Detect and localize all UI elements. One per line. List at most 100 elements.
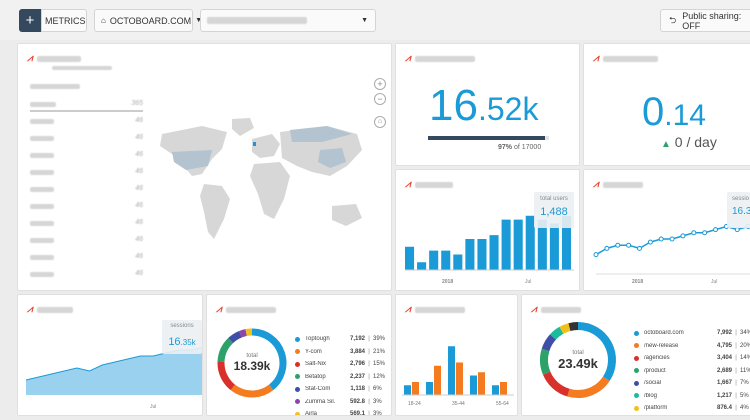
donut-total-label: total [246, 353, 258, 359]
account-select[interactable]: ⌂ OCTOBOARD.COM ▼ [94, 9, 202, 32]
map-uk-highlight [253, 142, 256, 146]
zoom-in-icon[interactable]: + [374, 78, 386, 90]
octoboard-logo-icon: ⩘ [216, 304, 222, 315]
point [604, 245, 610, 251]
bar [477, 239, 487, 270]
map-greenland [232, 118, 254, 136]
tooltip-value-small: .35k [180, 338, 196, 347]
zoom-out-icon[interactable]: − [374, 93, 386, 105]
legend-value: 569.1 [349, 411, 365, 416]
legend-item[interactable]: /new-release 4,795|20% [634, 340, 750, 353]
bar [500, 382, 507, 395]
bounce-value-big: 0 [642, 90, 665, 134]
legend-item[interactable]: Salt-Nix 2,796 | 15% [295, 358, 391, 371]
bar [429, 250, 439, 270]
legend-label: /product [644, 367, 666, 374]
legend-percent: 7% [740, 380, 749, 387]
legend-separator: | [368, 398, 370, 405]
world-map[interactable] [142, 114, 382, 264]
legend-separator: | [368, 336, 370, 343]
metrics-button[interactable]: METRICS [41, 9, 87, 32]
table-header-redacted [30, 84, 80, 89]
legend-value: 7,992 [716, 330, 732, 337]
card-subtitle-redacted [52, 66, 112, 70]
point [615, 242, 621, 248]
tooltip-value-big: 16 [168, 336, 181, 348]
point [691, 230, 697, 236]
legend-separator: | [735, 342, 737, 349]
sessions-area-chart[interactable] [18, 295, 203, 416]
country-name-redacted [30, 272, 54, 277]
legend-item[interactable]: /blog 1,217 | 5% [634, 390, 750, 403]
legend-value: 2,796 [349, 361, 365, 368]
legend-label: Y-com [305, 348, 322, 355]
bounce-delta: ▲ 0 / day [661, 134, 717, 150]
donut-slice [251, 328, 287, 391]
octoboard-logo-icon: ⩘ [405, 179, 411, 190]
legend-item[interactable]: Toptough 7,192 | 39% [295, 333, 391, 346]
legend-value: 2,689 [716, 367, 732, 374]
legend-item[interactable]: /product 2,689|11% [634, 365, 750, 378]
legend-item[interactable]: /about850.1|4% [634, 415, 750, 416]
tooltip-label: sessions [170, 323, 194, 329]
country-row: 46 [30, 151, 143, 163]
sessions-line-chart[interactable] [584, 170, 750, 291]
pages-donut-chart[interactable] [537, 319, 619, 401]
donut-slice [217, 361, 236, 391]
country-row: 46 [30, 236, 143, 248]
point [734, 227, 740, 233]
card-title: ⩘ [405, 179, 453, 190]
legend-item[interactable]: Zumma Sil... 592.8|3% [295, 396, 391, 409]
bar [537, 219, 547, 270]
bar [404, 385, 411, 395]
account-label: OCTOBOARD.COM [109, 15, 192, 26]
legend-item[interactable]: Stat-Com 1,118 | 6% [295, 383, 391, 396]
map-australia [332, 204, 362, 226]
bounce-value-small: .14 [664, 99, 706, 132]
metrics-label: METRICS [45, 15, 86, 26]
home-icon[interactable]: ⌂ [374, 116, 386, 128]
country-name-redacted [30, 170, 54, 175]
month-label: Jul [150, 404, 157, 410]
legend-separator: | [735, 405, 737, 412]
card-title: ⩘ [405, 304, 465, 315]
legend-value: 7,192 [349, 336, 365, 343]
sessions-line-card: ⩘ sessio 16.3 2018 Jul [583, 169, 750, 291]
legend-percent: 5% [740, 392, 749, 399]
legend-item[interactable]: /agencies 3,404|14% [634, 352, 750, 365]
products-donut-chart[interactable] [214, 325, 290, 401]
country-value: 46 [135, 151, 143, 158]
legend-item[interactable]: /platform 876.4 | 4% [634, 402, 750, 415]
tooltip-value: 1,488 [540, 206, 568, 218]
legend-value: 1,118 [350, 386, 365, 393]
datasource-select[interactable]: ▼ [200, 9, 376, 32]
card-title-redacted [602, 55, 658, 62]
country-row: 46 [30, 270, 143, 282]
legend-label: Betatop [305, 373, 326, 380]
card-title: ⩘ [405, 53, 475, 64]
legend-item[interactable]: Y-com 3,884 | 21% [295, 346, 391, 359]
legend-dot [634, 393, 639, 399]
country-name-redacted [30, 119, 54, 124]
bar [561, 215, 571, 270]
country-value: 46 [135, 219, 143, 226]
public-sharing-button[interactable]: ⮌ Public sharing: OFF [660, 9, 750, 32]
legend-percent: 15% [373, 361, 386, 368]
tooltip-value: 16.35k [162, 332, 202, 350]
legend-item[interactable]: octoboard.com 7,992|34% [634, 327, 750, 340]
legend-item[interactable]: /social 1,667 | 7% [634, 377, 750, 390]
country-name-redacted [30, 102, 56, 107]
add-widget-button[interactable]: + [19, 9, 41, 32]
bar [453, 254, 463, 270]
legend-dot [295, 349, 300, 355]
legend-item[interactable]: Betatop 2,237 | 12% [295, 371, 391, 384]
card-title: ⩘ [27, 53, 81, 64]
plus-icon: + [25, 12, 35, 29]
demographics-bar-chart[interactable] [396, 295, 518, 416]
legend-dot [634, 368, 639, 374]
legend-label: /blog [644, 392, 658, 399]
legend-value: 2,237 [349, 373, 365, 380]
legend-percent: 34% [740, 330, 750, 337]
new-users-bar-chart[interactable] [396, 170, 580, 291]
legend-item[interactable]: Airla 569.1 | 3% [295, 408, 391, 416]
